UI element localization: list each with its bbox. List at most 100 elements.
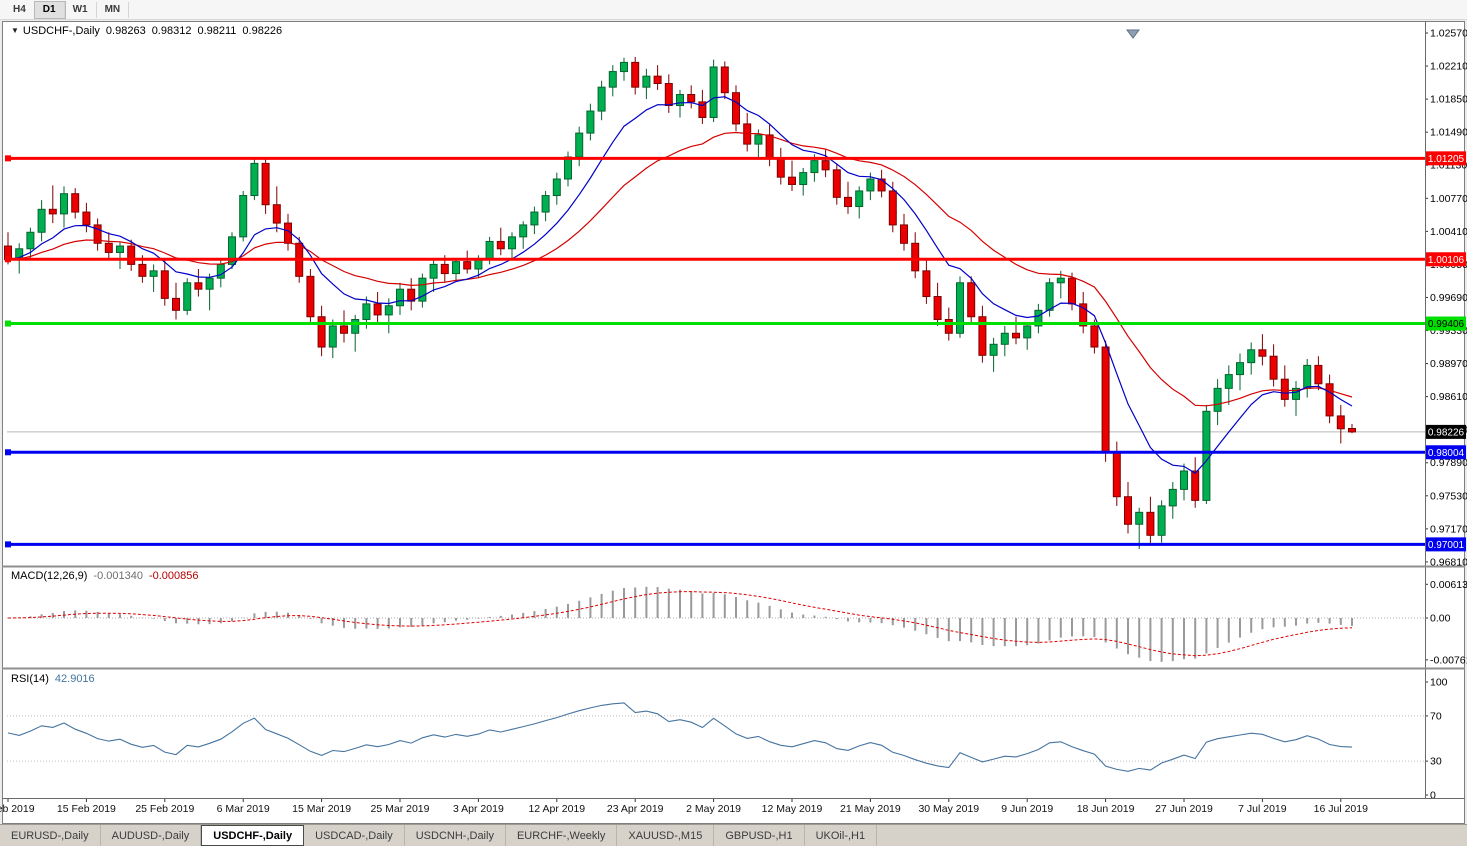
price-scale-label: 0.97530 bbox=[1430, 490, 1467, 502]
date-label: 16 Jul 2019 bbox=[1314, 803, 1368, 815]
chart-symbol-label: USDCHF-,Daily bbox=[22, 25, 100, 37]
collapse-indicator-icon[interactable]: ▼ bbox=[11, 26, 19, 35]
date-label: 15 Feb 2019 bbox=[57, 803, 116, 815]
macd-signal-value: -0.000856 bbox=[148, 570, 199, 582]
candle-bear bbox=[71, 193, 80, 213]
candle-bear bbox=[788, 176, 796, 186]
candle-bear bbox=[261, 162, 270, 206]
chart-tab[interactable]: UKOil-,H1 bbox=[805, 825, 878, 846]
candle-bull bbox=[116, 245, 124, 253]
chart-tab[interactable]: XAUUSD-,M15 bbox=[617, 825, 715, 846]
candle-bull bbox=[676, 94, 684, 107]
level-handle[interactable] bbox=[5, 320, 11, 327]
candle-bull bbox=[396, 288, 404, 307]
candle-bull bbox=[1213, 387, 1222, 412]
rsi-panel: 100 70 30 0 bbox=[7, 677, 1448, 802]
price-scale[interactable]: 1.025701.022101.018501.014901.011301.007… bbox=[1425, 28, 1467, 569]
macd-scale-label: 0.00 bbox=[1430, 613, 1451, 625]
candle-bear bbox=[160, 270, 169, 299]
price-level-badge bbox=[1426, 537, 1466, 552]
macd-label: MACD(12,26,9) bbox=[11, 570, 88, 582]
date-label: 15 Mar 2019 bbox=[292, 803, 351, 815]
candle-bear bbox=[440, 263, 449, 275]
price-scale-label: 1.02570 bbox=[1430, 28, 1467, 40]
candle-bear bbox=[967, 282, 976, 318]
moving-averages bbox=[7, 96, 1353, 474]
candle-bull bbox=[575, 132, 584, 158]
candle-bear bbox=[933, 296, 942, 320]
chart-title: ▼ USDCHF-,Daily 0.98263 0.98312 0.98211 0.982… bbox=[11, 25, 282, 37]
candle-bear bbox=[272, 204, 281, 224]
chart-tab[interactable]: USDCNH-,Daily bbox=[405, 825, 506, 846]
time-scale[interactable]: 6 Feb 2019 15 Feb 2019 25 Feb 2019 6 Mar 20… bbox=[0, 798, 1368, 815]
chart-tab[interactable]: AUDUSD-,Daily bbox=[101, 825, 202, 846]
price-scale-label: 1.00770 bbox=[1430, 193, 1467, 205]
date-label: 21 May 2019 bbox=[840, 803, 901, 815]
rsi-scale-label: 30 bbox=[1430, 756, 1442, 768]
candle-bull bbox=[564, 156, 572, 180]
price-badges: 1.01205 1.00106 0.99406 0.98004 0.97001 0.982… bbox=[1426, 151, 1466, 552]
rsi-scale-label: 0 bbox=[1430, 790, 1436, 802]
date-label: 9 Jun 2019 bbox=[1001, 803, 1053, 815]
candle-bull bbox=[60, 193, 68, 215]
candle-bear bbox=[194, 282, 203, 290]
ohlc-open: 0.98263 bbox=[105, 25, 146, 37]
chart-tab[interactable]: GBPUSD-,H1 bbox=[714, 825, 805, 846]
candle-bear bbox=[306, 275, 315, 318]
candle-bull bbox=[956, 282, 964, 334]
candle-bull bbox=[1180, 470, 1188, 490]
candle-bull bbox=[709, 66, 718, 118]
date-label: 7 Jul 2019 bbox=[1238, 803, 1287, 815]
candle-bear bbox=[1325, 383, 1334, 417]
level-handle[interactable] bbox=[5, 256, 11, 263]
candle-bull bbox=[485, 240, 494, 261]
chart-tabbar: EURUSD-,Daily AUDUSD-,Daily USDCHF-,Daily U… bbox=[0, 824, 1467, 846]
timeframe-button-w1[interactable]: W1 bbox=[65, 1, 97, 18]
candle-bull bbox=[799, 172, 808, 186]
candle-bear bbox=[48, 208, 57, 215]
chart-tab[interactable]: EURCHF-,Weekly bbox=[506, 825, 618, 846]
chart-shift-marker[interactable] bbox=[1126, 29, 1140, 39]
candle-bear bbox=[1258, 349, 1267, 357]
candle-bull bbox=[1023, 325, 1032, 339]
date-label: 23 Apr 2019 bbox=[607, 803, 664, 815]
level-handle[interactable] bbox=[5, 449, 11, 456]
chart-tab[interactable]: USDCHF-,Daily bbox=[201, 825, 305, 846]
candle-bear bbox=[1112, 452, 1121, 498]
candle-bull bbox=[26, 231, 35, 250]
price-level-badge bbox=[1426, 252, 1466, 267]
candle-bear bbox=[877, 178, 886, 192]
candle-bull bbox=[1034, 309, 1043, 327]
chart-tab[interactable]: USDCAD-,Daily bbox=[304, 825, 405, 846]
candle-bull bbox=[183, 282, 192, 311]
candle-bull bbox=[418, 277, 427, 302]
date-label: 25 Feb 2019 bbox=[135, 803, 194, 815]
candles bbox=[4, 56, 1356, 550]
price-scale-label: 0.98610 bbox=[1430, 391, 1467, 403]
chart-tab[interactable]: EURUSD-,Daily bbox=[0, 825, 101, 846]
timeframe-button-mn[interactable]: MN bbox=[97, 1, 130, 18]
date-label: 18 Jun 2019 bbox=[1077, 803, 1135, 815]
candle-bear bbox=[732, 92, 740, 125]
candle-bear bbox=[1348, 427, 1356, 433]
candle-bull bbox=[519, 224, 528, 238]
candle-bear bbox=[1269, 355, 1278, 380]
macd-value: -0.001340 bbox=[93, 570, 143, 582]
candle-bear bbox=[653, 75, 662, 85]
candle-bull bbox=[351, 318, 360, 334]
candle-bear bbox=[821, 160, 830, 171]
price-scale-label: 1.00410 bbox=[1430, 226, 1467, 238]
candle-bull bbox=[1000, 332, 1009, 345]
candle-bear bbox=[978, 316, 987, 356]
level-handle[interactable] bbox=[5, 155, 11, 162]
level-handle[interactable] bbox=[5, 541, 11, 548]
timeframe-button-d1[interactable]: D1 bbox=[33, 0, 66, 19]
candle-bull bbox=[866, 178, 875, 192]
rsi-line bbox=[7, 702, 1353, 772]
timeframe-button-h4[interactable]: H4 bbox=[5, 1, 35, 18]
candle-bear bbox=[698, 101, 707, 118]
candle-bull bbox=[1157, 505, 1166, 536]
candle-bear bbox=[900, 224, 908, 244]
ma-fast-line bbox=[7, 96, 1353, 474]
